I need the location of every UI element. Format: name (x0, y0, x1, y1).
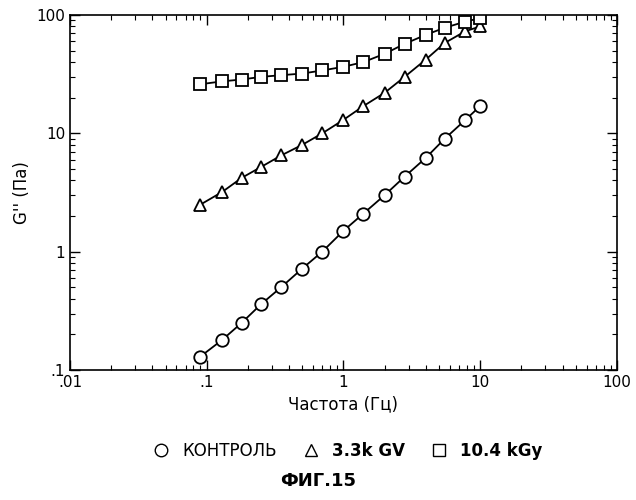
КОНТРОЛЬ (277, 284, 285, 290)
10.4 kGy (258, 74, 265, 80)
10.4 kGy (238, 76, 245, 82)
3.3k GV (298, 142, 306, 148)
X-axis label: Частота (Гц): Частота (Гц) (289, 396, 398, 413)
3.3k GV (238, 175, 245, 181)
3.3k GV (422, 56, 429, 62)
10.4 kGy (298, 70, 306, 76)
10.4 kGy (476, 15, 484, 21)
10.4 kGy (218, 78, 226, 84)
10.4 kGy (441, 25, 448, 31)
КОНТРОЛЬ (238, 320, 245, 326)
10.4 kGy (277, 72, 285, 78)
КОНТРОЛЬ (476, 103, 484, 109)
3.3k GV (359, 103, 367, 109)
3.3k GV (381, 90, 389, 96)
10.4 kGy (319, 68, 326, 73)
10.4 kGy (401, 41, 408, 47)
КОНТРОЛЬ (381, 192, 389, 198)
КОНТРОЛЬ (298, 266, 306, 272)
3.3k GV (340, 117, 347, 123)
3.3k GV (218, 189, 226, 195)
КОНТРОЛЬ (422, 155, 429, 161)
3.3k GV (476, 24, 484, 30)
3.3k GV (319, 130, 326, 136)
3.3k GV (258, 164, 265, 170)
10.4 kGy (462, 18, 469, 24)
КОНТРОЛЬ (441, 136, 448, 141)
10.4 kGy (381, 51, 389, 57)
10.4 kGy (197, 81, 204, 87)
10.4 kGy (422, 32, 429, 38)
3.3k GV (441, 40, 448, 46)
3.3k GV (277, 152, 285, 158)
КОНТРОЛЬ (197, 354, 204, 360)
КОНТРОЛЬ (258, 301, 265, 307)
3.3k GV (197, 202, 204, 207)
3.3k GV (401, 74, 408, 80)
Line: КОНТРОЛЬ: КОНТРОЛЬ (194, 100, 487, 363)
10.4 kGy (359, 59, 367, 65)
КОНТРОЛЬ (359, 210, 367, 216)
Line: 3.3k GV: 3.3k GV (194, 20, 487, 211)
Text: ФИГ.15: ФИГ.15 (280, 472, 356, 490)
3.3k GV (462, 28, 469, 34)
КОНТРОЛЬ (340, 228, 347, 234)
КОНТРОЛЬ (218, 337, 226, 343)
Line: 10.4 kGy: 10.4 kGy (194, 12, 487, 90)
КОНТРОЛЬ (401, 174, 408, 180)
Y-axis label: G'' (Па): G'' (Па) (13, 161, 31, 224)
КОНТРОЛЬ (319, 248, 326, 254)
Legend: КОНТРОЛЬ, 3.3k GV, 10.4 kGy: КОНТРОЛЬ, 3.3k GV, 10.4 kGy (137, 435, 550, 466)
10.4 kGy (340, 64, 347, 70)
КОНТРОЛЬ (462, 117, 469, 123)
